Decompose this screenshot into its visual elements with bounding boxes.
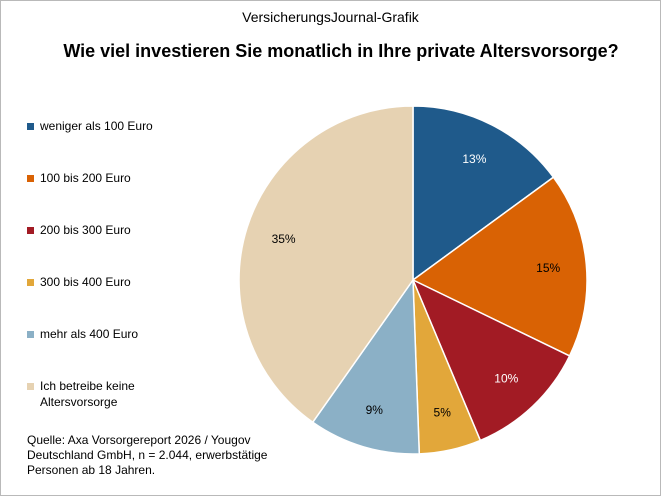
legend-item: 300 bis 400 Euro [27, 274, 227, 290]
legend-item: 200 bis 300 Euro [27, 222, 227, 238]
legend-label: 300 bis 400 Euro [40, 275, 131, 289]
pie-slice [412, 105, 555, 282]
slice-data-label: 10% [494, 372, 518, 386]
legend-swatch [27, 279, 34, 286]
slice-data-label: 13% [462, 152, 486, 166]
legend-label: 200 bis 300 Euro [40, 223, 131, 237]
pie-slice [238, 105, 414, 424]
legend-label: 100 bis 200 Euro [40, 171, 131, 185]
legend-swatch [27, 175, 34, 182]
slice-data-label: 9% [366, 403, 384, 417]
legend-item: 100 bis 200 Euro [27, 170, 227, 186]
legend-swatch [27, 331, 34, 338]
legend-label: mehr als 400 Euro [40, 327, 139, 341]
legend-swatch [27, 383, 34, 390]
legend-item: Ich betreibe keine Altersvorsorge [27, 378, 227, 410]
chart-header: VersicherungsJournal-Grafik [242, 9, 419, 25]
legend-item: mehr als 400 Euro [27, 326, 227, 342]
slice-data-label: 35% [272, 232, 296, 246]
source-note: Quelle: Axa Vorsorgereport 2026 / Yougov… [27, 433, 268, 477]
pie-slice [311, 277, 421, 455]
legend-label: Ich betreibe keine Altersvorsorge [40, 379, 135, 409]
pie-slice [411, 176, 588, 357]
legend-swatch [27, 227, 34, 234]
pie-slice [411, 278, 571, 442]
slice-data-label: 15% [536, 261, 560, 275]
chart-title: Wie viel investieren Sie monatlich in Ih… [63, 41, 619, 61]
legend-item: weniger als 100 Euro [27, 118, 227, 134]
legend-swatch [27, 123, 34, 130]
legend-label: weniger als 100 Euro [40, 119, 153, 133]
slice-data-label: 5% [434, 406, 452, 420]
